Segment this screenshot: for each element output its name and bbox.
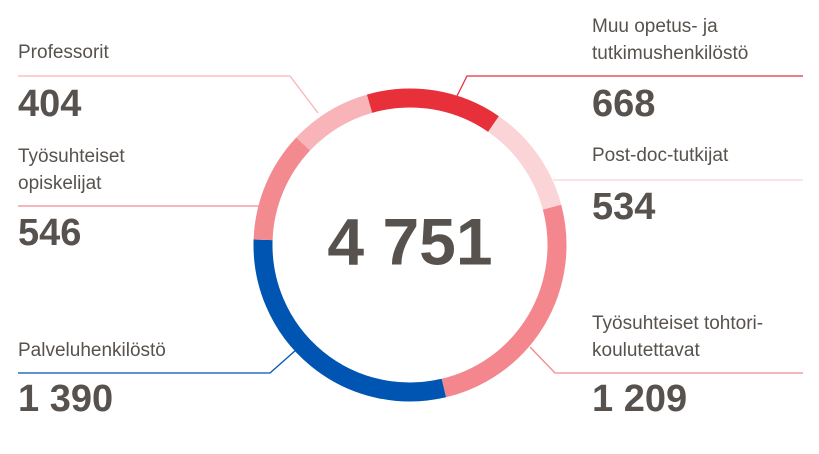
donut-segment (441, 204, 567, 398)
legend-label-line: Työsuhteiset tohtori- (592, 313, 763, 334)
donut-segment (487, 116, 562, 210)
value-label: 1 209 (592, 378, 687, 420)
legend-label-line: Palveluhenkilöstö (18, 340, 166, 361)
legend-label-line: tutkimushenkilöstö (592, 43, 748, 64)
value-label: 546 (18, 212, 81, 254)
donut-segment (296, 94, 373, 151)
leader-line (18, 349, 297, 374)
value-label: 534 (592, 186, 655, 228)
legend-label: Professorit (18, 42, 110, 63)
legend-label-line: Post-doc-tutkijat (592, 145, 729, 166)
legend-label-line: Työsuhteiset (18, 146, 125, 167)
leader-line (18, 75, 319, 114)
legend-label-line: Muu opetus- ja (592, 16, 718, 37)
legend-label: Työsuhteiset tohtori-koulutettavat (592, 313, 763, 361)
value-label: 668 (592, 83, 655, 125)
value-label: 404 (18, 83, 81, 125)
legend-label-line: opiskelijat (18, 173, 102, 194)
donut-segment (366, 88, 499, 132)
legend-label: Muu opetus- ja tutkimushenkilöstö (592, 16, 748, 64)
legend-label: Työsuhteiset opiskelijat (18, 146, 125, 194)
leader-line (454, 75, 803, 101)
legend-label-line: koulutettavat (592, 340, 700, 361)
center-total: 4 751 (327, 204, 492, 278)
donut-segment (253, 239, 447, 402)
legend-label-line: Professorit (18, 42, 110, 63)
leader-line (529, 346, 803, 374)
legend-label: Post-doc-tutkijat (592, 145, 729, 166)
legend-label: Palveluhenkilöstö (18, 340, 166, 361)
donut-segment (253, 137, 311, 241)
value-label: 1 390 (18, 378, 113, 420)
